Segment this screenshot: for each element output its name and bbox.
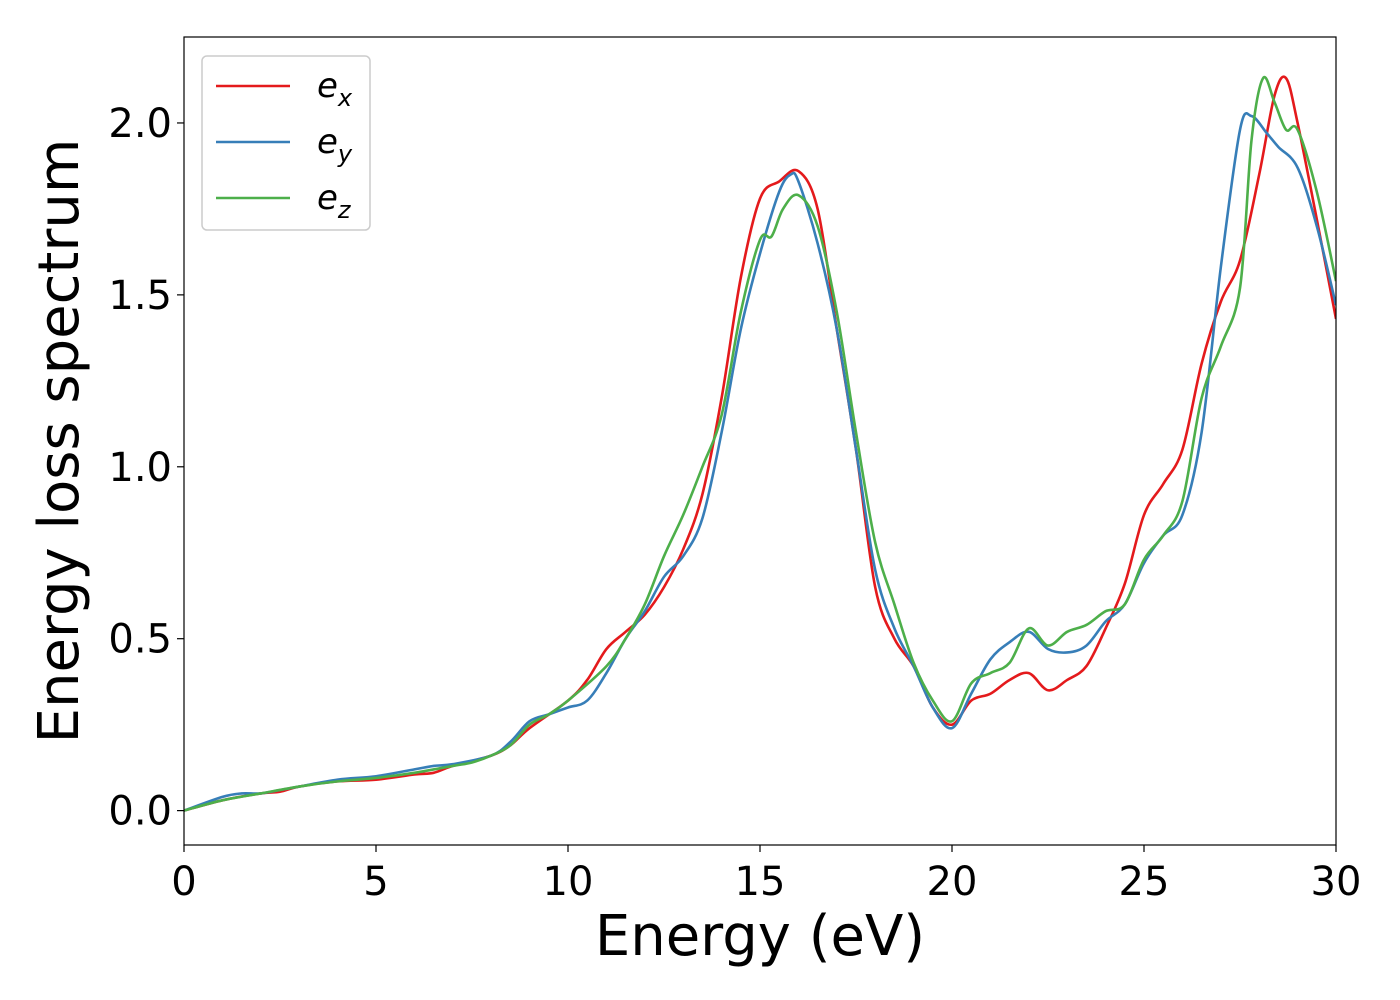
x-tick-label: 5 [363,859,388,905]
x-axis-label: Energy (eV) [595,904,925,969]
series-line-z [184,75,1336,812]
x-tick-label: 30 [1311,859,1362,905]
legend-label-y: ey [317,122,353,168]
x-tick-label: 10 [543,859,594,905]
y-tick-label: 1.5 [108,273,172,319]
x-tick-label: 0 [171,859,196,905]
x-tick-label: 25 [1119,859,1170,905]
legend-label-x: ex [317,66,353,112]
x-tick-label: 20 [927,859,978,905]
legend: ex ey ez [201,55,371,231]
series-lines [184,75,1336,812]
y-tick-label: 0.5 [108,617,172,663]
y-tick-label: 2.0 [108,101,172,147]
series-line-y [184,111,1336,812]
x-tick-label: 15 [735,859,786,905]
y-tick-label: 0.0 [108,789,172,835]
y-axis-label: Energy loss spectrum [27,139,92,744]
y-axis-ticks: 0.0 0.5 1.0 1.5 2.0 [108,101,184,835]
legend-label-z: ez [317,178,352,224]
x-axis-ticks: 0 5 10 15 20 25 30 [171,845,1361,905]
y-tick-label: 1.0 [108,445,172,491]
